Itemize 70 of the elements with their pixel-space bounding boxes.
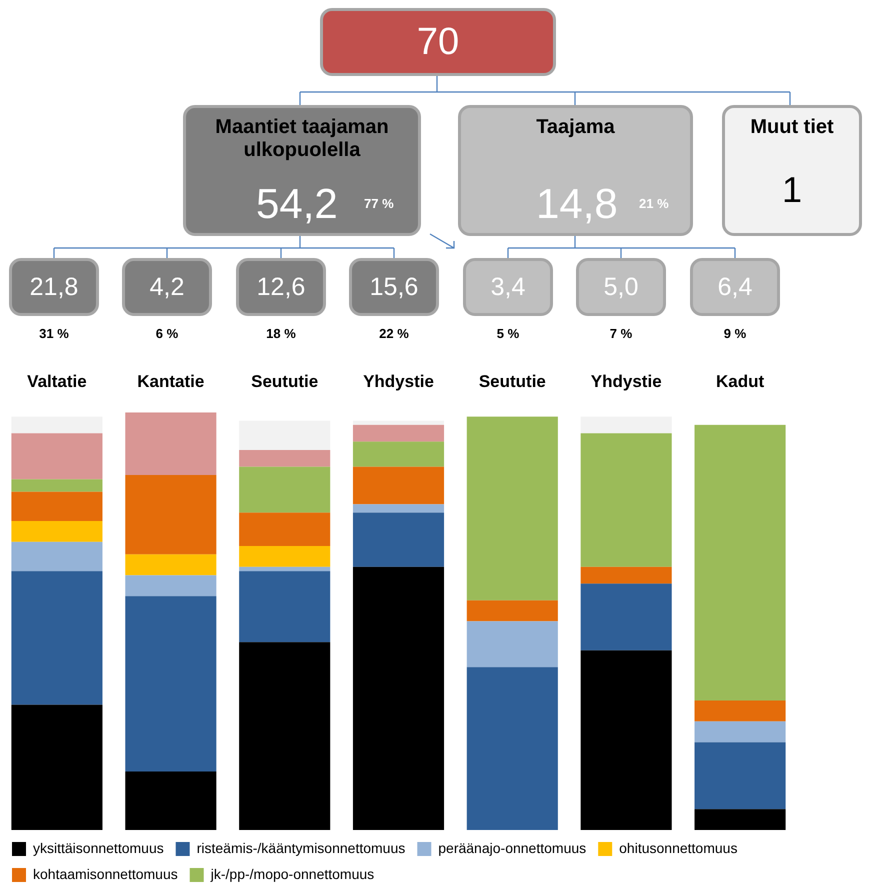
text: 21,8 [12,261,96,313]
bar [11,479,102,492]
bar [239,566,330,572]
x-tick-label: Valtatie [27,372,87,391]
bar [239,546,330,567]
bar [352,466,444,504]
bar [11,492,102,521]
legend-label: ohitusonnettomuus [619,840,738,856]
bar [694,424,786,701]
text: 7 % [608,326,634,341]
text: 6 % [154,326,180,341]
bar [352,442,444,467]
bar [580,650,672,830]
text: 4,2 [125,261,209,313]
text: 22 % [378,326,410,341]
bar [125,554,216,576]
bar [239,642,330,830]
bar [580,566,672,584]
bar [239,450,330,467]
bar [694,742,786,810]
bar [352,424,444,442]
bar [352,566,444,830]
x-tick-label: Kantatie [137,372,204,391]
bar [11,416,102,434]
bar [466,416,558,600]
bar [466,600,558,622]
bar [239,512,330,546]
bar [11,542,102,572]
text: 18 % [265,326,297,341]
x-tick-label: Yhdystie [590,372,662,391]
bar [466,621,558,668]
bar [11,520,102,542]
x-tick-label: Seututie [478,372,546,391]
bar [694,721,786,742]
bar [580,584,672,650]
bar [125,772,216,830]
bar [239,571,330,642]
text: 12,6 [239,261,323,313]
legend-label: yksittäisonnettomuus [33,840,164,856]
bar [125,412,216,476]
text: 31 % [38,326,70,341]
text: 5 % [496,326,520,341]
bar [580,416,672,434]
text: 6,4 [693,261,777,313]
bar [352,504,444,513]
bar [352,512,444,567]
legend-label: risteämis-/kääntymisonnettomuus [196,840,406,856]
bar [11,433,102,480]
bar [11,704,102,830]
text: 3,4 [466,261,550,313]
bar [694,700,786,722]
legend-label: kohtaamisonnettomuus [33,866,178,882]
bar [125,475,216,554]
text: 9 % [722,326,748,341]
bar [125,596,216,772]
bar [466,667,558,830]
bar [239,420,330,450]
bar [694,809,786,830]
x-tick-label: Yhdystie [363,372,434,391]
legend-label: peräänajo-onnettomuus [438,840,586,856]
x-tick-label: Seututie [251,372,318,391]
bar [580,433,672,567]
x-tick-label: Kadut [716,372,764,391]
text: 5,0 [579,261,663,313]
bar [239,466,330,513]
bar [352,420,444,425]
bar [125,575,216,596]
bar [11,571,102,705]
text: 15,6 [352,261,436,313]
legend-label: jk-/pp-/mopo-onnettomuus [210,866,374,882]
